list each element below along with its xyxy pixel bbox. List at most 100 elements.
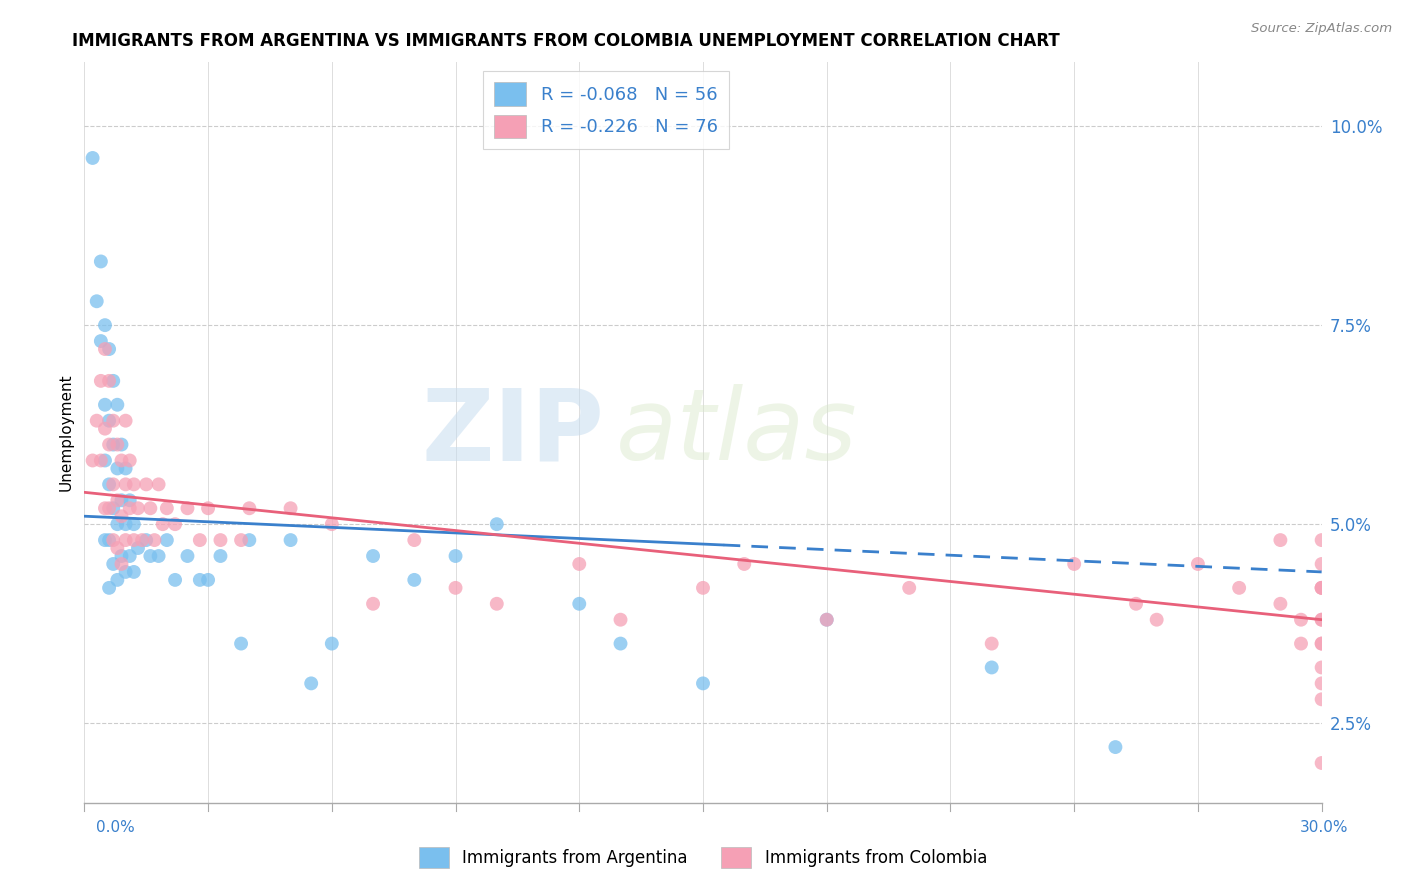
Point (1289, 613, 1312, 627)
Point (103, 477, 125, 491)
Point (114, 533, 136, 547)
Point (1310, 613, 1333, 627)
Point (148, 477, 170, 491)
Point (98, 581, 121, 595)
Point (188, 573, 211, 587)
Point (114, 517, 136, 532)
Point (110, 437, 132, 451)
Point (361, 597, 384, 611)
Point (148, 549, 170, 563)
Point (118, 453, 141, 467)
Point (1310, 637, 1333, 651)
Point (1310, 613, 1333, 627)
Point (135, 533, 157, 547)
Point (94, 422, 117, 436)
Text: ZIP: ZIP (422, 384, 605, 481)
Point (156, 501, 179, 516)
Point (114, 461, 136, 475)
Text: IMMIGRANTS FROM ARGENTINA VS IMMIGRANTS FROM COLOMBIA UNEMPLOYMENT CORRELATION C: IMMIGRANTS FROM ARGENTINA VS IMMIGRANTS … (72, 32, 1060, 50)
Point (143, 533, 166, 547)
Point (692, 581, 714, 595)
Point (361, 549, 384, 563)
Point (114, 414, 136, 428)
Point (485, 517, 508, 532)
Text: 0.0%: 0.0% (96, 821, 135, 835)
Point (103, 437, 125, 451)
Point (1289, 637, 1312, 651)
Point (280, 501, 302, 516)
Point (110, 453, 132, 467)
Point (815, 613, 838, 627)
Point (444, 549, 467, 563)
Point (98, 374, 121, 388)
Point (82, 453, 104, 467)
Point (1310, 756, 1333, 770)
Point (105, 573, 128, 587)
Point (485, 597, 508, 611)
Legend: R = -0.068   N = 56, R = -0.226   N = 76: R = -0.068 N = 56, R = -0.226 N = 76 (484, 71, 728, 149)
Point (105, 517, 128, 532)
Point (280, 533, 302, 547)
Point (90, 374, 112, 388)
Point (980, 660, 1002, 674)
Point (98, 414, 121, 428)
Point (176, 549, 198, 563)
Point (90, 334, 112, 348)
Point (103, 501, 125, 516)
Point (139, 549, 162, 563)
Point (118, 549, 141, 563)
Point (238, 501, 260, 516)
Point (197, 501, 219, 516)
Point (815, 613, 838, 627)
Y-axis label: Unemployment: Unemployment (58, 374, 73, 491)
Point (98, 437, 121, 451)
Point (94, 318, 117, 333)
Point (197, 573, 219, 587)
Point (609, 637, 631, 651)
Point (321, 517, 343, 532)
Point (114, 477, 136, 491)
Point (404, 573, 426, 587)
Point (321, 637, 343, 651)
Point (110, 549, 132, 563)
Point (110, 557, 132, 571)
Point (103, 414, 125, 428)
Point (1270, 597, 1292, 611)
Point (1104, 740, 1126, 755)
Point (1310, 637, 1333, 651)
Text: atlas: atlas (616, 384, 858, 481)
Point (94, 453, 117, 467)
Point (1310, 581, 1333, 595)
Point (127, 501, 149, 516)
Point (1310, 533, 1333, 547)
Point (568, 597, 591, 611)
Point (1270, 533, 1292, 547)
Point (98, 477, 121, 491)
Point (122, 517, 145, 532)
Point (90, 254, 112, 268)
Point (188, 533, 211, 547)
Point (94, 398, 117, 412)
Point (299, 676, 322, 690)
Point (122, 533, 145, 547)
Point (733, 557, 755, 571)
Point (118, 493, 141, 508)
Point (1310, 692, 1333, 706)
Point (98, 533, 121, 547)
Point (127, 541, 149, 555)
Point (82, 151, 104, 165)
Text: Source: ZipAtlas.com: Source: ZipAtlas.com (1251, 22, 1392, 36)
Point (404, 533, 426, 547)
Point (609, 613, 631, 627)
Point (1310, 581, 1333, 595)
Point (105, 493, 128, 508)
Text: 30.0%: 30.0% (1301, 821, 1348, 835)
Point (139, 501, 162, 516)
Point (209, 533, 232, 547)
Point (176, 501, 198, 516)
Point (229, 533, 252, 547)
Point (1125, 597, 1147, 611)
Point (114, 565, 136, 579)
Point (1310, 581, 1333, 595)
Point (122, 477, 145, 491)
